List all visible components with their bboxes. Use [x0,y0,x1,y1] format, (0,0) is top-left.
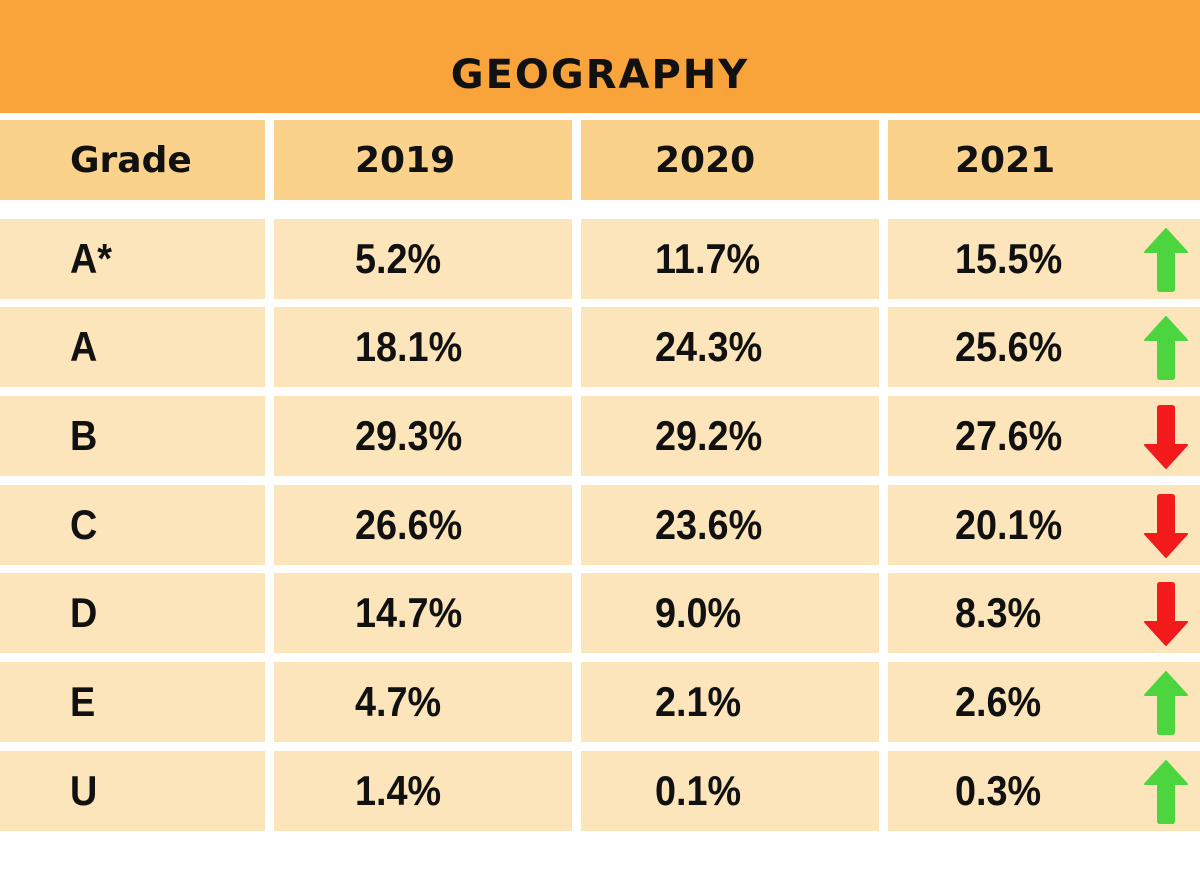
arrow-up-icon [1144,228,1188,292]
grade-cell: A* [0,219,265,299]
value-cell-text: 25.6% [955,323,1063,370]
grade-cell-text: D [70,589,98,636]
grade-cell: E [0,662,265,742]
value-cell: 23.6% [581,485,879,565]
grade-cell: C [0,485,265,565]
value-cell-text: 20.1% [955,501,1063,548]
grade-cell: B [0,396,265,476]
value-cell: 2.1% [581,662,879,742]
arrow-down-icon [1144,405,1188,469]
grade-cell-text: B [70,412,98,459]
value-cell-text: 0.1% [655,767,742,814]
value-cell-text: 18.1% [355,323,463,370]
value-cell: 25.6% [888,307,1200,387]
arrow-up-icon [1144,671,1188,735]
value-cell: 15.5% [888,219,1200,299]
value-cell-text: 9.0% [655,589,742,636]
value-cell-text: 11.7% [655,235,761,282]
value-cell-text: 0.3% [955,767,1042,814]
value-cell-text: 8.3% [955,589,1042,636]
value-cell-text: 4.7% [355,678,442,725]
column-header: 2020 [581,120,879,200]
trend-arrow-mark [1144,671,1188,735]
value-cell: 24.3% [581,307,879,387]
title-banner [0,0,1200,113]
value-cell-text: 15.5% [955,235,1063,282]
value-cell: 20.1% [888,485,1200,565]
trend-arrow-mark [1144,405,1188,469]
arrow-down-icon [1144,582,1188,646]
trend-arrow-mark [1144,316,1188,380]
value-cell-text: 26.6% [355,501,463,548]
grade-cell-text: A* [70,235,113,282]
column-header-text: 2019 [355,139,456,181]
value-cell: 18.1% [274,307,572,387]
trend-arrow-mark [1144,582,1188,646]
grade-cell: D [0,573,265,653]
value-cell: 1.4% [274,751,572,831]
value-cell: 0.1% [581,751,879,831]
value-cell-text: 14.7% [355,589,463,636]
value-cell: 0.3% [888,751,1200,831]
value-cell: 26.6% [274,485,572,565]
value-cell-text: 5.2% [355,235,442,282]
value-cell: 8.3% [888,573,1200,653]
value-cell-text: 27.6% [955,412,1063,459]
column-header: Grade [0,120,265,200]
grade-cell-text: C [70,501,98,548]
value-cell-text: 23.6% [655,501,763,548]
arrow-down-icon [1144,494,1188,558]
arrow-up-icon [1144,760,1188,824]
value-cell-text: 2.6% [955,678,1042,725]
value-cell: 29.3% [274,396,572,476]
column-header-text: 2021 [955,139,1056,181]
grade-cell-text: E [70,678,96,725]
value-cell: 2.6% [888,662,1200,742]
value-cell: 11.7% [581,219,879,299]
value-cell-text: 29.2% [655,412,763,459]
value-cell-text: 1.4% [355,767,442,814]
trend-arrow-mark [1144,228,1188,292]
value-cell: 5.2% [274,219,572,299]
column-header: 2019 [274,120,572,200]
trend-arrow-mark [1144,760,1188,824]
grade-cell: U [0,751,265,831]
column-header: 2021 [888,120,1200,200]
grade-cell: A [0,307,265,387]
value-cell-text: 24.3% [655,323,763,370]
column-header-text: Grade [70,139,192,181]
value-cell: 9.0% [581,573,879,653]
value-cell: 27.6% [888,396,1200,476]
trend-arrow-mark [1144,494,1188,558]
grade-cell-text: U [70,767,98,814]
value-cell: 4.7% [274,662,572,742]
column-header-text: 2020 [655,139,756,181]
value-cell: 14.7% [274,573,572,653]
value-cell-text: 29.3% [355,412,463,459]
value-cell: 29.2% [581,396,879,476]
arrow-up-icon [1144,316,1188,380]
value-cell-text: 2.1% [655,678,742,725]
grade-cell-text: A [70,323,98,370]
table-title: GEOGRAPHY [450,52,750,98]
